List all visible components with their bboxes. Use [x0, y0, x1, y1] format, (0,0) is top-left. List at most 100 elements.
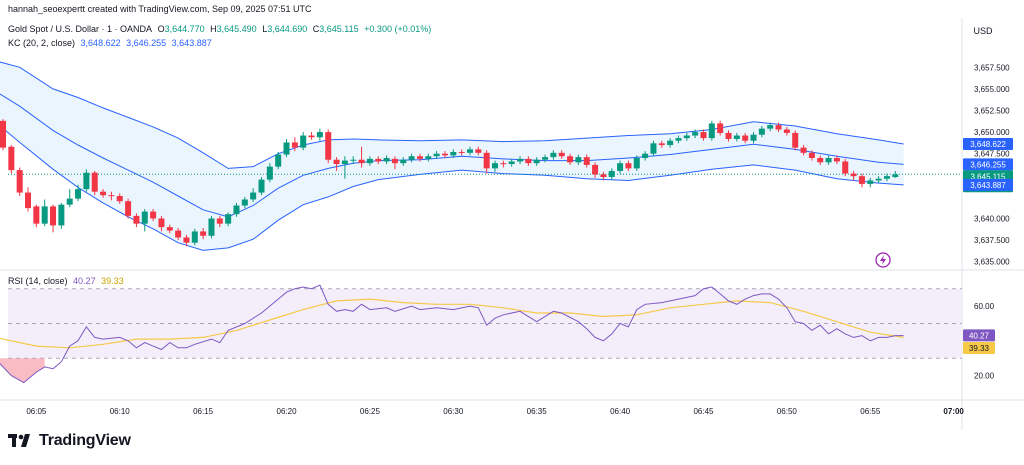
keltner-lower: [0, 125, 904, 251]
candle-body: [450, 151, 457, 156]
price-tick-label: 3,640.000: [974, 214, 1010, 223]
candle-body: [33, 206, 40, 224]
kc-price-label: 3,643.887: [963, 178, 1013, 191]
keltner-upper: [0, 61, 904, 169]
time-tick-label: 07:00: [943, 407, 964, 416]
candle-body: [375, 158, 382, 162]
price-tick-label: 3,655.000: [974, 85, 1010, 94]
candle-body: [425, 156, 432, 159]
candle-body: [166, 227, 173, 231]
candle-body: [550, 152, 557, 158]
candle-body: [825, 158, 832, 163]
kc-lower-value: 3,643.887: [171, 38, 212, 48]
candle-body: [508, 161, 515, 165]
high-value: 3,645.490: [216, 24, 257, 34]
candle-body: [91, 172, 98, 192]
candle-body: [266, 166, 273, 180]
candle-body: [658, 143, 665, 146]
candle-body: [500, 163, 507, 165]
candle-body: [475, 149, 482, 153]
keltner-fill: [0, 62, 904, 251]
candle-body: [58, 204, 65, 226]
rsi-oversold-fill: [0, 358, 45, 383]
candle-body: [633, 158, 640, 169]
time-tick-label: 06:25: [360, 407, 381, 416]
flash-icon-bolt: [880, 255, 886, 265]
candle-body: [650, 143, 657, 154]
candle-body: [708, 123, 715, 139]
candle-body: [642, 153, 649, 158]
rsi-value-label: 40.27: [963, 329, 995, 342]
price-label-text: 3,645.115: [971, 172, 1007, 181]
time-tick-label: 06:45: [693, 407, 714, 416]
candle-body: [725, 132, 732, 139]
change-value: +0.300 (+0.01%): [364, 24, 432, 34]
price-tick-label: 3,647.500: [974, 150, 1010, 159]
candle-body: [250, 192, 257, 200]
candle-body: [41, 206, 48, 224]
candle-body: [300, 135, 307, 148]
candle-body: [141, 211, 148, 224]
rsi-value: 40.27: [73, 276, 96, 286]
low-label: L: [262, 24, 268, 34]
kc-middle-value: 3,646.255: [126, 38, 167, 48]
price-label-text: 3,643.887: [970, 181, 1006, 190]
candle-body: [50, 206, 57, 226]
symbol-title[interactable]: Gold Spot / U.S. Dollar · 1 · OANDA: [8, 24, 153, 34]
candle-body: [125, 201, 132, 216]
candle-body: [750, 134, 757, 141]
candle-body: [416, 156, 423, 159]
candle-body: [558, 152, 565, 157]
candle-body: [858, 176, 865, 184]
flash-icon-ring: [875, 252, 891, 268]
candle-body: [775, 125, 782, 130]
chart-credit: hannah_seoexpertt created with TradingVi…: [8, 4, 312, 14]
candle-body: [783, 129, 790, 133]
kc-upper-value: 3,648.622: [80, 38, 121, 48]
candle-body: [408, 156, 415, 160]
candle-body: [683, 135, 690, 139]
currency-label: USD: [973, 26, 993, 36]
rsi-label-box: [963, 329, 995, 342]
time-tick-label: 06:50: [777, 407, 798, 416]
candle-body: [517, 158, 524, 162]
high-label: H: [210, 24, 217, 34]
candle-body: [100, 191, 107, 196]
time-tick-label: 06:10: [110, 407, 131, 416]
tradingview-logo[interactable]: TradingView: [8, 432, 131, 450]
close-label: C: [312, 24, 320, 34]
candle-body: [833, 158, 840, 162]
candle-body: [875, 178, 882, 181]
candle-body: [200, 231, 207, 236]
rsi-line: [0, 284, 904, 384]
candle-body: [700, 132, 707, 139]
candle-body: [175, 230, 182, 238]
candle-body: [133, 215, 140, 224]
time-tick-label: 06:05: [26, 407, 47, 416]
candle-body: [8, 146, 15, 171]
candle-body: [366, 158, 373, 164]
candle-body: [291, 142, 298, 148]
candle-body: [83, 172, 90, 190]
candle-body: [275, 154, 282, 167]
rsi-tick-label: 20.00: [974, 372, 995, 381]
candle-body: [258, 179, 265, 193]
candle-body: [742, 135, 749, 141]
rsi-label-text: 40.27: [969, 331, 990, 340]
candle-body: [400, 159, 407, 164]
candle-body: [792, 132, 799, 148]
price-label-box: [963, 178, 1013, 191]
candle-body: [717, 123, 724, 133]
candle-body: [533, 159, 540, 164]
ohlc-legend: Gold Spot / U.S. Dollar · 1 · OANDA O3,6…: [8, 24, 434, 34]
low-value: 3,644.690: [267, 24, 308, 34]
candle-body: [592, 164, 599, 175]
kc-label[interactable]: KC (20, 2, close): [8, 38, 76, 48]
time-tick-label: 06:35: [527, 407, 548, 416]
price-tick-label: 3,652.500: [974, 106, 1010, 115]
candle-body: [191, 231, 198, 243]
rsi-label[interactable]: RSI (14, close): [8, 276, 68, 286]
candle-body: [433, 153, 440, 157]
price-label-text: 3,646.255: [970, 160, 1006, 169]
